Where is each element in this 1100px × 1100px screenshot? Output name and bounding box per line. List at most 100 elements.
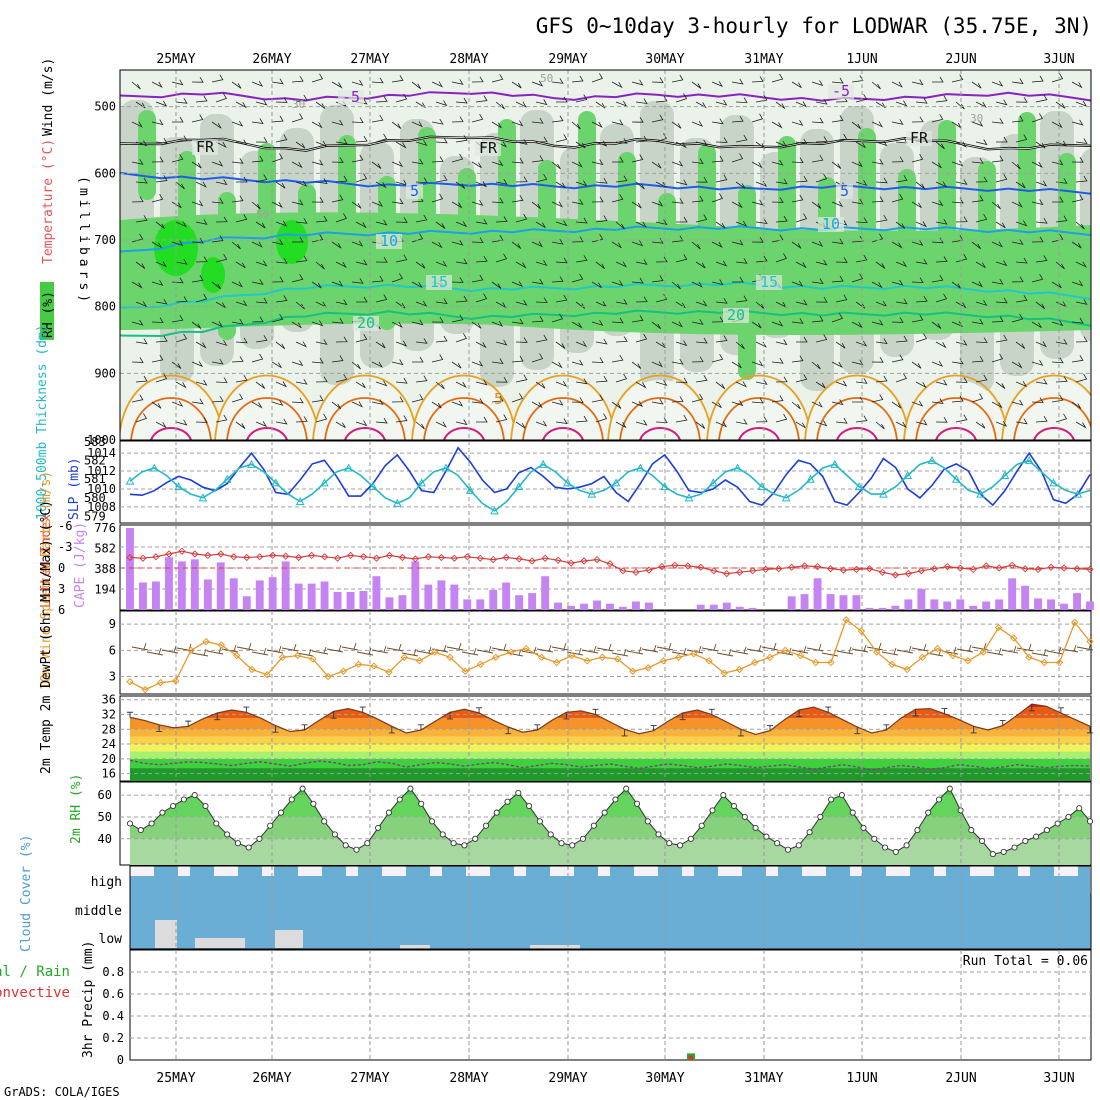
wind-barb <box>831 238 844 245</box>
wind-barb <box>731 400 744 407</box>
wind-barb <box>195 181 207 188</box>
wind-barb <box>215 253 228 263</box>
wind-barb <box>811 80 824 87</box>
wind-barb <box>975 261 986 269</box>
wind-barb <box>851 75 864 83</box>
wind-barb <box>275 418 288 425</box>
wind-barb <box>895 373 907 383</box>
wind-barb <box>251 155 264 163</box>
rh2m-marker <box>763 833 770 840</box>
wind-barb <box>275 341 286 350</box>
wind-barb <box>835 341 846 349</box>
li-marker <box>619 567 627 575</box>
wind-barb <box>676 216 688 223</box>
thickness-marker <box>198 493 208 502</box>
wind-barb <box>1011 161 1021 170</box>
rh2m-marker <box>407 785 414 792</box>
wind-barb <box>491 358 504 365</box>
wind-barb <box>835 380 848 387</box>
wind-barb <box>391 121 402 129</box>
cloud-high-cell <box>406 874 418 893</box>
temp-band <box>130 729 1090 737</box>
wind-barb <box>751 199 764 206</box>
minmax-whisker <box>388 726 395 734</box>
wind10m-barb <box>896 645 914 654</box>
wind-barb <box>155 137 168 144</box>
wind-barb <box>955 141 967 148</box>
cloud-high-gap <box>262 866 274 876</box>
wind-barb <box>635 221 647 228</box>
wind-barb <box>655 133 667 143</box>
wind-barb <box>531 315 544 323</box>
wind-barb <box>311 196 324 203</box>
wind-barb <box>451 153 464 163</box>
wind-barb <box>795 421 806 429</box>
li-marker <box>813 562 822 571</box>
minmax-whisker <box>243 706 250 713</box>
rh2m-marker <box>795 842 802 849</box>
cape-bar <box>463 599 472 610</box>
rh2m-marker <box>957 807 964 814</box>
wind-barb <box>791 119 804 126</box>
wind-barb <box>455 381 467 388</box>
wind10m-marker <box>705 657 713 665</box>
wind-barb <box>731 115 744 123</box>
rh2m-marker <box>838 792 845 799</box>
wind-barb <box>195 256 208 263</box>
cloud-high-cell <box>1018 881 1030 893</box>
wind10m-marker <box>537 653 546 662</box>
y-tick-label: 500 <box>94 100 116 114</box>
cloud-high-gap <box>226 866 238 876</box>
wind-barb <box>871 233 884 243</box>
wind-barb <box>175 135 188 143</box>
cloud-layer-high: high <box>91 875 122 890</box>
wind10m-barb <box>641 644 659 653</box>
rh2m-marker <box>342 842 349 849</box>
wind-barb <box>931 360 944 367</box>
dewpoint-line <box>129 759 1091 771</box>
wind-barb <box>211 358 224 365</box>
isotherm-label: -5 <box>832 82 850 100</box>
wind10m-barb <box>1016 643 1034 652</box>
temperature-legend-label: Temperature (°C) <box>41 139 56 264</box>
wind-barb <box>531 117 544 124</box>
wind-barb <box>635 98 648 105</box>
rh-legend-label: RH (%) <box>41 291 56 338</box>
wind10m-marker <box>1040 658 1048 667</box>
cloud-high-gap <box>850 866 862 876</box>
wind-barb <box>995 420 1008 427</box>
li-marker <box>450 554 458 562</box>
li-marker <box>372 554 381 562</box>
boundary-layer-dome <box>215 380 319 440</box>
precip-axis-label: 3hr Precip (mm) <box>81 941 96 1058</box>
wind10m-marker <box>583 657 591 665</box>
wind10m-barb <box>596 643 614 652</box>
wind-barb <box>331 81 343 89</box>
wind-barb <box>255 99 268 106</box>
li-marker <box>541 554 549 562</box>
wind-barb <box>415 338 428 344</box>
rh2m-marker <box>126 820 134 827</box>
li-marker <box>528 557 536 565</box>
minmax-whisker <box>1028 704 1035 712</box>
wind-barb <box>551 361 563 369</box>
cloud-high-cell <box>442 866 454 880</box>
wind-barb <box>1075 299 1088 305</box>
wind-barb <box>515 101 527 108</box>
wind-barb <box>935 256 948 263</box>
wind10m-marker <box>400 653 408 662</box>
cape-bar <box>437 580 446 610</box>
wind10m-barb <box>806 643 824 652</box>
wind-barb <box>751 76 764 83</box>
wind-barb <box>391 321 403 328</box>
temp-grid <box>120 696 1091 781</box>
isotherm-label: FR <box>479 139 498 157</box>
wind-barb <box>875 140 888 147</box>
wind-barb <box>915 419 928 426</box>
date-label: 30MAY <box>645 1071 684 1086</box>
cape-bar <box>995 599 1004 610</box>
rh2m-marker <box>234 840 241 847</box>
wind-barb <box>255 174 268 183</box>
cloud-high-cell <box>694 884 706 893</box>
li-marker <box>943 562 951 571</box>
